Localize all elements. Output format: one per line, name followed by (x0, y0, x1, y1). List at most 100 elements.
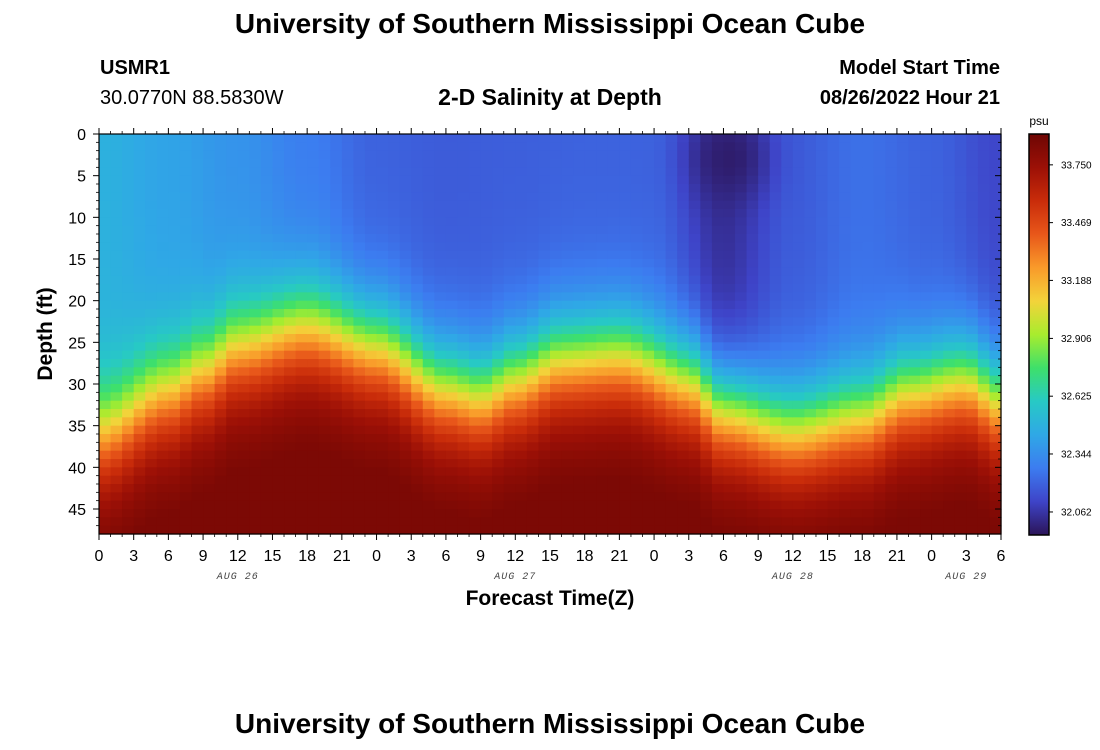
date-label: AUG 27 (493, 572, 536, 583)
heatmap-cell (110, 292, 123, 302)
heatmap-cell (561, 242, 574, 252)
heatmap-cell (561, 434, 574, 443)
heatmap-cell (607, 275, 620, 285)
heatmap-cell (538, 134, 551, 143)
heatmap-cell (584, 500, 597, 510)
heatmap-cell (642, 292, 655, 302)
heatmap-cell (850, 150, 863, 160)
heatmap-cell (191, 459, 204, 468)
heatmap-cell (179, 409, 193, 418)
heatmap-cell (399, 142, 412, 152)
heatmap-cell (839, 342, 852, 352)
heatmap-cell (133, 509, 146, 518)
heatmap-cell (977, 392, 991, 402)
heatmap-cell (260, 159, 274, 168)
heatmap-cell (168, 400, 181, 410)
heatmap-cell (307, 159, 320, 168)
heatmap-cell (920, 450, 933, 460)
heatmap-cell (272, 492, 285, 502)
heatmap-cell (110, 384, 123, 393)
heatmap-cell (573, 150, 586, 160)
heatmap-cell (272, 459, 285, 468)
heatmap-cell (330, 350, 343, 360)
heatmap-cell (827, 434, 840, 443)
heatmap-cell (885, 275, 898, 285)
heatmap-cell (457, 309, 470, 318)
heatmap-cell (284, 392, 297, 402)
heatmap-cell (353, 217, 366, 227)
heatmap-cell (99, 442, 112, 452)
heatmap-cell (237, 475, 250, 485)
heatmap-cell (908, 200, 921, 210)
heatmap-cell (977, 509, 991, 518)
heatmap-cell (99, 467, 112, 477)
heatmap-cell (966, 242, 979, 252)
heatmap-cell (480, 359, 493, 368)
heatmap-cell (284, 192, 297, 202)
heatmap-cell (596, 434, 609, 443)
heatmap-cell (214, 492, 227, 502)
heatmap-cell (469, 525, 482, 535)
heatmap-cell (445, 309, 459, 318)
heatmap-cell (862, 492, 875, 502)
heatmap-cell (307, 367, 320, 377)
heatmap-cell (388, 234, 401, 243)
heatmap-cell (330, 475, 343, 485)
heatmap-cell (723, 167, 736, 177)
heatmap-cell (226, 442, 239, 452)
heatmap-cell (538, 317, 551, 327)
heatmap-cell (364, 134, 378, 143)
heatmap-cell (260, 450, 274, 460)
heatmap-cell (376, 275, 389, 285)
heatmap-cell (989, 300, 1002, 310)
heatmap-cell (966, 359, 979, 368)
heatmap-cell (376, 484, 389, 493)
heatmap-cell (179, 334, 193, 343)
heatmap-cell (735, 475, 748, 485)
heatmap-cell (815, 242, 829, 252)
heatmap-cell (885, 509, 898, 518)
heatmap-cell (295, 150, 308, 160)
heatmap-cell (353, 184, 366, 193)
colorbar: psu33.75033.46933.18832.90632.62532.3443… (1028, 114, 1092, 536)
heatmap-cell (596, 300, 609, 310)
heatmap-cell (411, 167, 424, 177)
heatmap-cell (677, 150, 690, 160)
heatmap-cell (885, 475, 898, 485)
heatmap-cell (769, 325, 782, 335)
heatmap-cell (596, 267, 609, 277)
heatmap-cell (411, 525, 424, 535)
heatmap-cell (214, 250, 227, 260)
heatmap-cell (781, 217, 794, 227)
heatmap-cell (804, 267, 817, 277)
heatmap-cell (133, 284, 146, 293)
heatmap-cell (630, 392, 644, 402)
heatmap-cell (272, 392, 285, 402)
heatmap-cell (758, 234, 771, 243)
heatmap-cell (746, 225, 759, 235)
heatmap-cell (584, 392, 597, 402)
heatmap-cell (110, 400, 123, 410)
heatmap-cell (341, 234, 355, 243)
heatmap-cell (469, 159, 482, 168)
date-label: AUG 28 (771, 572, 814, 583)
heatmap-cell (422, 484, 435, 493)
heatmap-cell (584, 267, 597, 277)
heatmap-cell (249, 484, 262, 493)
heatmap-cell (434, 434, 447, 443)
heatmap-cell (792, 500, 806, 510)
heatmap-cell (642, 384, 655, 393)
heatmap-cell (122, 509, 135, 518)
heatmap-cell (630, 200, 644, 210)
heatmap-cell (110, 434, 123, 443)
heatmap-cell (538, 234, 551, 243)
heatmap-cell (769, 217, 782, 227)
heatmap-cell (330, 175, 343, 185)
heatmap-cell (873, 392, 886, 402)
heatmap-cell (573, 225, 586, 235)
heatmap-cell (931, 217, 944, 227)
heatmap-cell (781, 300, 794, 310)
heatmap-cell (654, 475, 667, 485)
heatmap-cell (307, 134, 320, 143)
